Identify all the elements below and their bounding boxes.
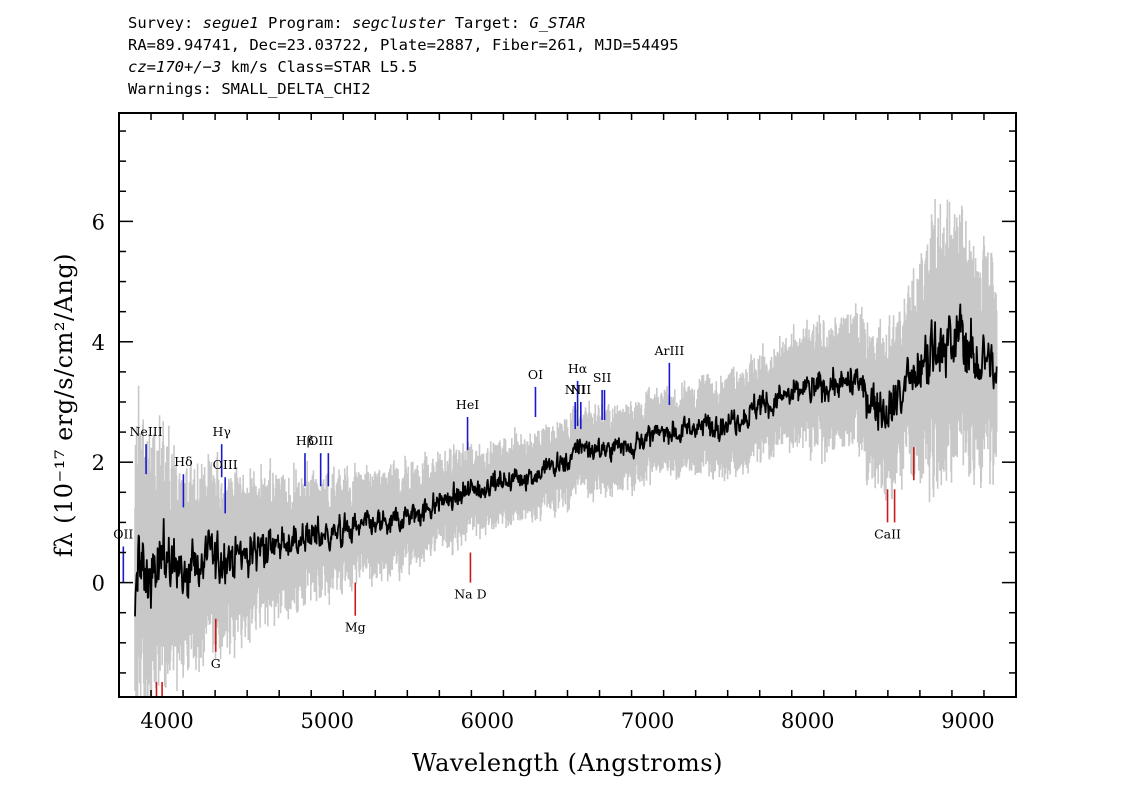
x-axis-label: Wavelength (Angstroms) — [412, 749, 723, 777]
emission-line-label: Hγ — [212, 424, 230, 439]
error-layer — [134, 199, 998, 697]
emission-line-label: ArIII — [653, 343, 684, 358]
emission-line-label: SII — [593, 370, 612, 385]
emission-line-label: OIII — [308, 433, 333, 448]
y-tick-label: 2 — [92, 451, 105, 475]
spectral-lines-layer: OIINeIIIHδHγOIIIHβOIIIHeIOINIIHαNIISIIAr… — [113, 343, 915, 697]
x-tick-label: 9000 — [941, 709, 994, 733]
y-axis-label: fλ (10⁻¹⁷ erg/s/cm²/Ang) — [50, 253, 78, 557]
emission-line-label: NeIII — [129, 424, 162, 439]
y-tick-label: 4 — [92, 331, 105, 355]
header-line-warnings: Warnings: SMALL_DELTA_CHI2 — [128, 80, 371, 98]
program-value: segcluster — [352, 14, 446, 32]
class-value: km/s Class=STAR L5.5 — [230, 58, 418, 76]
x-tick-label: 4000 — [140, 709, 193, 733]
absorption-line-label: CaII — [874, 526, 901, 541]
emission-line-label: Hβ — [296, 433, 314, 448]
emission-line-label: Hδ — [174, 454, 192, 469]
emission-line-label: OI — [528, 367, 543, 382]
header-line-coordinates: RA=89.94741, Dec=23.03722, Plate=2887, F… — [128, 36, 679, 54]
emission-line-label: Hα — [568, 361, 588, 376]
emission-line-label: OII — [113, 526, 133, 541]
flux-series — [134, 303, 998, 617]
survey-label: Survey: — [128, 14, 194, 32]
x-tick-label: 8000 — [781, 709, 834, 733]
y-tick-label: 6 — [92, 210, 105, 234]
target-label: Target: — [454, 14, 521, 32]
axis-ticks: 4000 5000 6000 7000 8000 9000 0 2 4 6 — [92, 113, 1017, 733]
absorption-line-label: Na D — [454, 587, 486, 602]
x-tick-label: 5000 — [301, 709, 354, 733]
spectrum-header: Survey: segue1 Program: segcluster Targe… — [128, 12, 679, 100]
y-tick-label: 0 — [92, 572, 105, 596]
x-tick-label: 6000 — [461, 709, 514, 733]
emission-line-label: OIII — [213, 457, 238, 472]
absorption-line-label: Mg — [345, 620, 366, 635]
program-label: Program: — [268, 14, 343, 32]
absorption-line-label: G — [211, 656, 221, 671]
flux-layer — [134, 303, 998, 617]
header-line-survey: Survey: segue1 Program: segcluster Targe… — [128, 12, 679, 34]
x-tick-label: 7000 — [621, 709, 674, 733]
error-series — [134, 199, 998, 697]
survey-value: segue1 — [202, 14, 259, 32]
header-line-redshift: cz=170+/−3 km/s Class=STAR L5.5 — [128, 56, 679, 78]
emission-line-label: NII — [565, 382, 586, 397]
redshift-value: cz=170+/−3 — [128, 58, 222, 76]
emission-line-label: NII — [570, 382, 591, 397]
emission-line-label: HeI — [456, 397, 479, 412]
target-value: G_STAR — [529, 14, 586, 32]
